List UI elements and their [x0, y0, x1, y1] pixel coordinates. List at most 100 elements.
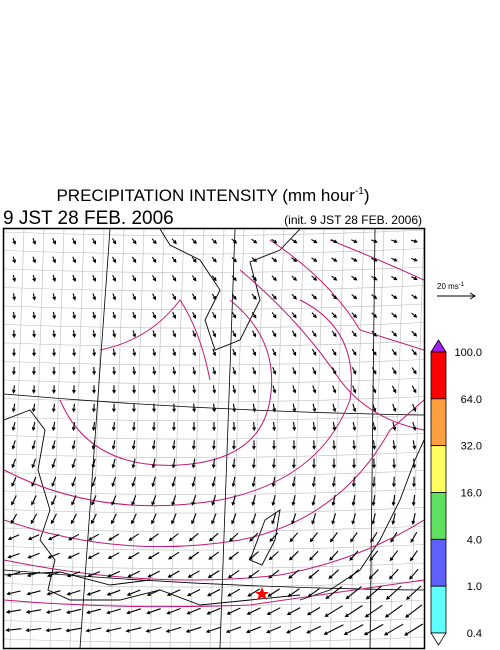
grid-line: [4, 303, 424, 310]
wind-vector: [391, 294, 398, 299]
wind-vector: [371, 476, 376, 488]
wind-vector: [312, 421, 317, 432]
wind-vector: [351, 257, 358, 262]
wind-vector: [91, 458, 96, 469]
wind-vector: [147, 551, 160, 560]
wind-vector: [11, 403, 16, 413]
wind-vector: [371, 275, 378, 281]
wind-vector: [46, 590, 61, 596]
wind-vector: [388, 568, 399, 580]
wind-vector: [311, 293, 318, 300]
wind-vector: [68, 533, 80, 541]
wind-vector: [311, 275, 318, 281]
wind-vector: [186, 589, 201, 597]
wind-vector: [411, 312, 418, 318]
wind-vector: [151, 476, 156, 488]
colorbar-label: 16.0: [461, 488, 482, 500]
wind-vector: [232, 385, 237, 394]
wind-vector: [185, 626, 202, 633]
colorbar-segment: [430, 445, 447, 493]
wind-vector: [288, 550, 299, 561]
wind-vector: [231, 495, 236, 506]
wind-vector: [272, 421, 277, 432]
wind-vector: [72, 366, 76, 376]
wind-vector: [344, 605, 363, 618]
wind-vector: [131, 476, 136, 488]
wind-vector: [147, 570, 160, 578]
wind-vector: [231, 238, 238, 244]
wind-vector: [231, 513, 237, 525]
wind-vector: [125, 627, 142, 633]
wind-vector: [92, 238, 97, 245]
wind-vector: [232, 440, 236, 450]
wind-vector: [171, 440, 176, 450]
wind-vector: [286, 625, 302, 634]
wind-vector: [308, 569, 320, 579]
wind-vector: [108, 533, 120, 541]
wind-vector: [231, 275, 237, 282]
wind-vector: [292, 421, 297, 432]
wind-vector: [152, 366, 157, 376]
wind-vector: [52, 311, 57, 320]
wind-vector: [351, 367, 357, 375]
wind-vector: [251, 257, 258, 263]
wind-vector: [391, 367, 397, 375]
wind-vector: [52, 274, 57, 283]
wind-vector: [211, 238, 218, 244]
wind-vector: [348, 569, 359, 580]
wind-vector: [131, 458, 136, 469]
wind-vector: [132, 293, 137, 301]
wind-vector: [332, 385, 337, 394]
grid-line: [9, 229, 25, 648]
wind-vector: [312, 458, 316, 469]
colorbar-label: 0.4: [467, 628, 482, 640]
wind-vector: [409, 568, 419, 580]
wind-vector: [85, 608, 102, 615]
wind-vector: [12, 293, 17, 301]
grid-line: [4, 488, 424, 495]
wind-vector: [51, 458, 56, 469]
wind-vector: [271, 275, 277, 282]
wind-vector: [152, 275, 157, 282]
wind-vector: [212, 421, 216, 432]
wind-vector: [7, 552, 20, 559]
wind-vector: [171, 495, 177, 506]
wind-vector: [191, 495, 197, 506]
wind-vector: [105, 627, 122, 633]
wind-vector: [72, 385, 76, 394]
grid-line: [4, 433, 424, 440]
wind-vector: [251, 458, 256, 469]
wind-vector: [331, 293, 338, 300]
wind-vector: [10, 513, 18, 525]
meridian: [369, 229, 376, 648]
wind-vector: [47, 534, 60, 541]
wind-vector: [349, 550, 359, 561]
wind-vector: [191, 238, 197, 245]
wind-vector: [332, 458, 336, 469]
coastline: [299, 439, 424, 601]
wind-vector: [151, 495, 157, 506]
wind-vector: [72, 274, 77, 282]
wind-vector: [311, 476, 316, 488]
wind-vector: [411, 349, 417, 356]
wind-vector: [247, 588, 260, 597]
wind-vector: [312, 367, 317, 375]
wind-vector: [25, 609, 42, 614]
wind-vector: [372, 421, 377, 432]
wind-vector: [192, 366, 197, 376]
wind-vector: [391, 330, 397, 337]
wind-vector: [351, 275, 358, 281]
wind-vector: [251, 238, 258, 244]
wind-vector: [252, 385, 257, 394]
wind-vector: [91, 403, 96, 413]
wind-vector: [331, 513, 337, 525]
grid-line: [4, 618, 424, 625]
wind-vector: [269, 532, 279, 542]
wind-vector: [309, 532, 318, 543]
wind-vector: [72, 330, 77, 338]
wind-vector: [412, 440, 417, 450]
wind-vector: [126, 589, 141, 596]
grid-line: [4, 636, 424, 643]
meridian: [219, 229, 236, 648]
